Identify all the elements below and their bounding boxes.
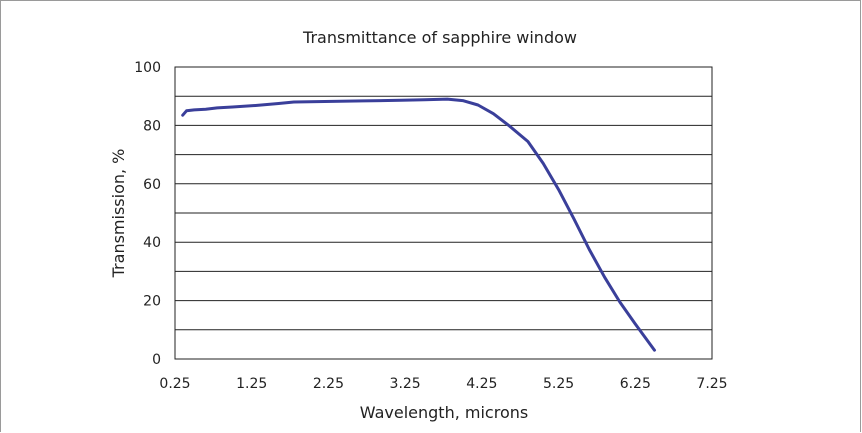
x-tick-label: 5.25	[543, 376, 574, 392]
x-tick-label: 4.25	[466, 376, 497, 392]
x-tick-label: 3.25	[390, 376, 421, 392]
x-tick-label: 6.25	[620, 376, 651, 392]
y-tick-labels: 0 20 40 60 80 100	[134, 60, 161, 368]
x-tick-labels: 0.25 1.25 2.25 3.25 4.25 5.25 6.25 7.25	[159, 376, 727, 392]
y-tick-label: 60	[143, 177, 161, 193]
x-tick-label: 1.25	[236, 376, 267, 392]
x-tick-label: 0.25	[159, 376, 190, 392]
x-tick-label: 2.25	[313, 376, 344, 392]
chart-title: Transmittance of sapphire window	[302, 28, 577, 47]
y-tick-label: 80	[143, 118, 161, 134]
grid	[175, 95, 712, 331]
series-line	[181, 97, 656, 352]
y-tick-label: 40	[143, 235, 161, 251]
y-tick-label: 20	[143, 294, 161, 310]
y-axis-label: Transmission, %	[109, 149, 128, 279]
x-tick-label: 7.25	[696, 376, 727, 392]
plot-area	[174, 66, 713, 360]
y-tick-label: 100	[134, 60, 161, 76]
x-axis-label: Wavelength, microns	[360, 403, 528, 422]
y-tick-label: 0	[152, 352, 161, 368]
